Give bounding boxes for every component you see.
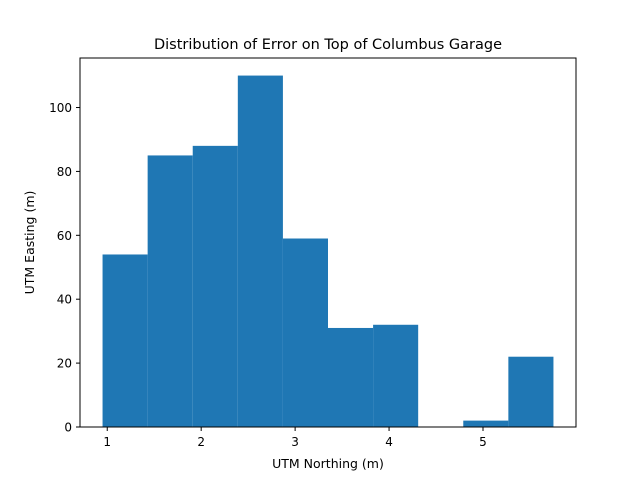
histogram-bar xyxy=(373,324,419,427)
histogram-bar xyxy=(508,356,554,427)
histogram-bar xyxy=(463,420,509,427)
y-tick-label: 40 xyxy=(57,293,72,307)
y-tick-label: 0 xyxy=(64,421,72,435)
histogram-bar xyxy=(147,155,193,427)
y-tick-label: 20 xyxy=(57,357,72,371)
y-tick-label: 80 xyxy=(57,165,72,179)
histogram-bar xyxy=(102,254,148,427)
y-tick-label: 60 xyxy=(57,229,72,243)
y-axis-label: UTM Easting (m) xyxy=(22,191,37,295)
y-axis-ticks: 0 20 40 60 80 100 xyxy=(49,101,80,435)
histogram-bar xyxy=(237,75,283,427)
histogram-bar xyxy=(328,327,374,427)
plot-frame xyxy=(79,57,577,428)
x-tick-label: 2 xyxy=(197,435,205,449)
histogram-bar xyxy=(282,238,328,427)
x-axis-label: UTM Northing (m) xyxy=(272,456,384,471)
y-tick-label: 100 xyxy=(49,101,72,115)
x-tick-label: 1 xyxy=(103,435,111,449)
x-tick-label: 3 xyxy=(291,435,299,449)
chart-title: Distribution of Error on Top of Columbus… xyxy=(154,37,502,53)
x-axis-ticks: 1 2 3 4 5 xyxy=(103,427,487,449)
histogram-bar xyxy=(192,145,238,428)
x-tick-label: 5 xyxy=(479,435,487,449)
x-tick-label: 4 xyxy=(385,435,393,449)
bars-group xyxy=(102,75,554,428)
